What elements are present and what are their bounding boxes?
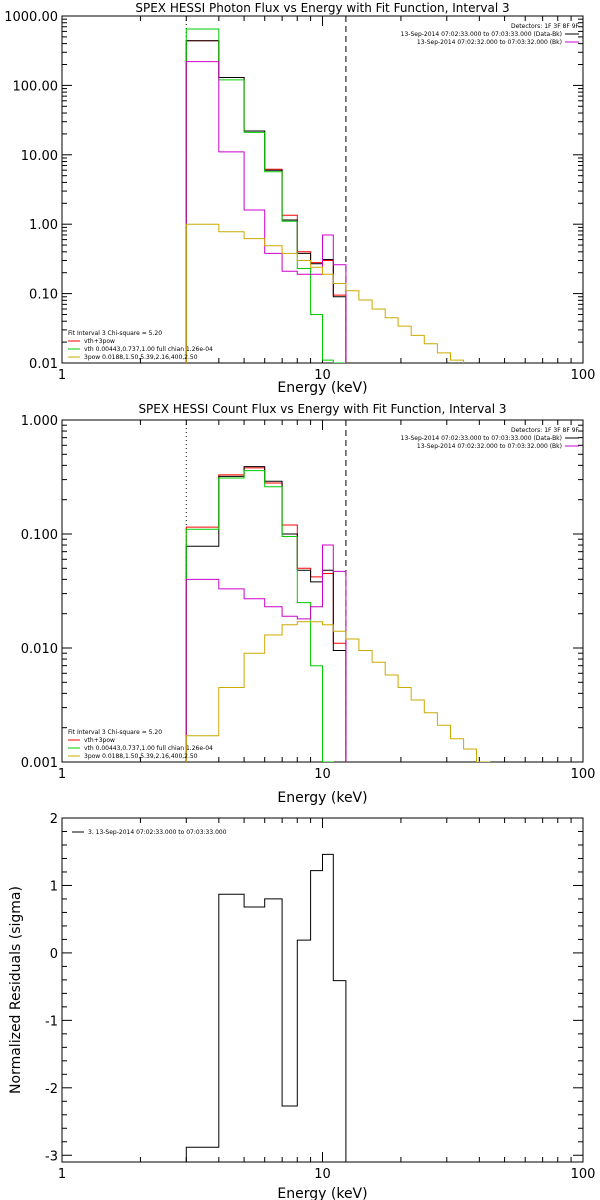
series-step-line-5 (185, 223, 465, 363)
x-tick-label: 100 (571, 368, 596, 383)
y-tick-label: -3 (45, 1149, 58, 1164)
chart-panel-2: SPEX HESSI Count Flux vs Energy with Fit… (21, 402, 596, 806)
series-group (185, 853, 347, 1162)
x-tick-label: 10 (314, 1167, 331, 1182)
legend-label: Detectors: 1F 3F 8F 9F (511, 23, 580, 30)
chart-title: SPEX HESSI Photon Flux vs Energy with Fi… (135, 1, 509, 15)
x-axis-label: Energy (keV) (277, 790, 367, 806)
series-step-line-3 (185, 470, 334, 762)
legend-label: Fit Interval 3 Chi-square = 5.20 (68, 330, 162, 337)
x-tick-label: 10 (314, 767, 331, 782)
y-tick-label: 100.00 (13, 79, 59, 94)
series-step-line-1 (185, 853, 347, 1162)
x-axis-label: Energy (keV) (277, 380, 367, 396)
y-tick-label: -2 (45, 1082, 58, 1097)
series-step-line-5 (185, 621, 491, 762)
x-tick-label: 100 (571, 1167, 596, 1182)
legend-label: 3. 13-Sep-2014 07:02:33.000 to 07:03:33.… (88, 829, 227, 836)
legend-label: 3pow 0.0188,1.50,5.39,2.16,400,2.50 (84, 354, 198, 361)
legend-label: vth+3pow (84, 338, 115, 345)
y-tick-label: 1.000 (21, 414, 58, 429)
x-tick-label: 1 (58, 368, 66, 383)
series-step-line-2 (185, 40, 347, 363)
y-tick-label: 0.10 (29, 288, 58, 303)
series-group (185, 466, 491, 762)
y-tick-label: 0 (50, 947, 58, 962)
legend-top-left: 3. 13-Sep-2014 07:02:33.000 to 07:03:33.… (72, 829, 227, 836)
chart-title: SPEX HESSI Count Flux vs Energy with Fit… (138, 402, 506, 416)
y-tick-label: 1000.00 (4, 10, 58, 25)
chart-panel-1: SPEX HESSI Photon Flux vs Energy with Fi… (4, 1, 595, 396)
y-tick-label: 2 (50, 812, 58, 827)
legend-label: Detectors: 1F 3F 8F 9F (511, 427, 580, 434)
legend-label: vth+3pow (84, 737, 115, 744)
x-tick-label: 1 (58, 767, 66, 782)
chart-panel-3: 1 10 100 -3 -2 -1 0 1 2 Energy (keV) Normalized Re… (8, 812, 595, 1200)
legend-bottom-left: Fit Interval 3 Chi-square = 5.20vth+3pow… (68, 729, 213, 760)
plot-frame (61, 15, 584, 364)
y-tick-label: 1.00 (29, 218, 58, 233)
x-tick-label: 10 (314, 368, 331, 383)
x-tick-label: 1 (58, 1167, 66, 1182)
y-axis-label: Normalized Residuals (sigma) (8, 886, 24, 1094)
legend-label: 13-Sep-2014 07:02:32.000 to 07:03:32.000… (417, 39, 562, 46)
series-step-line-2 (185, 466, 347, 762)
legend-label: 3pow 0.0188,1.50,5.39,2.16,400,2.50 (84, 753, 198, 760)
series-step-line-4 (185, 61, 347, 363)
legend-label: Fit Interval 3 Chi-square = 5.20 (68, 729, 162, 736)
legend-label: 13-Sep-2014 07:02:33.000 to 07:03:33.000… (401, 435, 562, 442)
legend-label: 13-Sep-2014 07:02:32.000 to 07:03:32.000… (417, 443, 562, 450)
y-tick-label: -1 (45, 1014, 58, 1029)
y-tick-label: 1 (50, 879, 58, 894)
y-tick-label: 0.100 (21, 528, 58, 543)
legend-label: 13-Sep-2014 07:02:33.000 to 07:03:33.000… (401, 31, 562, 38)
x-tick-label: 100 (571, 767, 596, 782)
legend-bottom-left: Fit Interval 3 Chi-square = 5.20vth+3pow… (68, 330, 213, 361)
legend-label: vth 0.00443,0.737,1.00 full chian 1.26e-… (84, 346, 213, 353)
y-tick-label: 10.00 (21, 149, 58, 164)
y-tick-label: 0.010 (21, 642, 58, 657)
series-step-line-1 (185, 40, 347, 363)
x-axis-label: Energy (keV) (277, 1186, 367, 1200)
y-tick-label: 0.001 (21, 756, 58, 771)
series-step-line-3 (185, 28, 347, 363)
series-step-line-1 (185, 467, 347, 762)
legend-label: vth 0.00443,0.737,1.00 full chian 1.26e-… (84, 745, 213, 752)
series-group (185, 28, 465, 363)
series-step-line-4 (185, 544, 347, 762)
y-tick-label: 0.01 (29, 357, 58, 372)
